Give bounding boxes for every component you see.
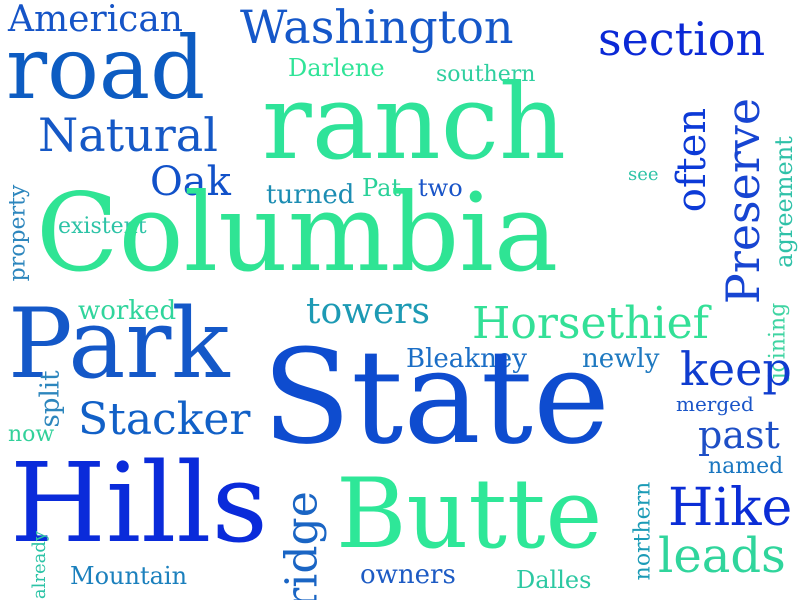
- word-existent: existent: [58, 214, 147, 239]
- word-owners: owners: [360, 560, 456, 590]
- word-hills: Hills: [10, 439, 268, 567]
- word-columbia: Columbia: [36, 171, 559, 296]
- word-leads: leads: [658, 528, 786, 584]
- word-towers: towers: [306, 291, 430, 332]
- word-southern: southern: [436, 62, 536, 87]
- word-preserve: Preserve: [716, 97, 771, 305]
- word-dalles: Dalles: [516, 566, 592, 594]
- word-park: Park: [8, 288, 230, 400]
- word-oak: Oak: [150, 159, 231, 205]
- word-pat: Pat: [362, 174, 402, 202]
- word-now: now: [8, 422, 55, 447]
- word-natural: Natural: [38, 108, 218, 162]
- word-ranch: ranch: [262, 61, 566, 183]
- word-stacker: Stacker: [78, 394, 251, 445]
- word-state: State: [262, 321, 610, 473]
- word-horsethief: Horsethief: [472, 298, 709, 349]
- word-merged: merged: [676, 392, 754, 416]
- word-darlene: Darlene: [288, 54, 385, 82]
- word-ridge: ridge: [276, 491, 328, 600]
- word-newly: newly: [582, 344, 660, 374]
- word-often: often: [669, 107, 716, 213]
- word-two: two: [418, 174, 463, 202]
- word-see: see: [628, 164, 659, 185]
- word-property: property: [5, 184, 31, 282]
- word-butte: Butte: [336, 458, 603, 570]
- word-bleakney: Bleakney: [406, 344, 527, 374]
- word-washington: Washington: [240, 0, 514, 54]
- word-split: split: [35, 370, 66, 428]
- word-already: already: [29, 530, 51, 600]
- word-past: past: [698, 413, 780, 457]
- word-named: named: [708, 454, 784, 479]
- word-worked: worked: [78, 296, 177, 326]
- word-hike: Hike: [668, 478, 793, 538]
- word-american: American: [8, 0, 183, 40]
- word-road: road: [6, 19, 206, 119]
- word-section: section: [598, 12, 766, 66]
- word-mountain: Mountain: [70, 562, 188, 590]
- word-keep: keep: [680, 342, 792, 396]
- word-turned: turned: [266, 180, 355, 210]
- word-northern: northern: [630, 481, 656, 581]
- word-agreement: agreement: [769, 136, 798, 268]
